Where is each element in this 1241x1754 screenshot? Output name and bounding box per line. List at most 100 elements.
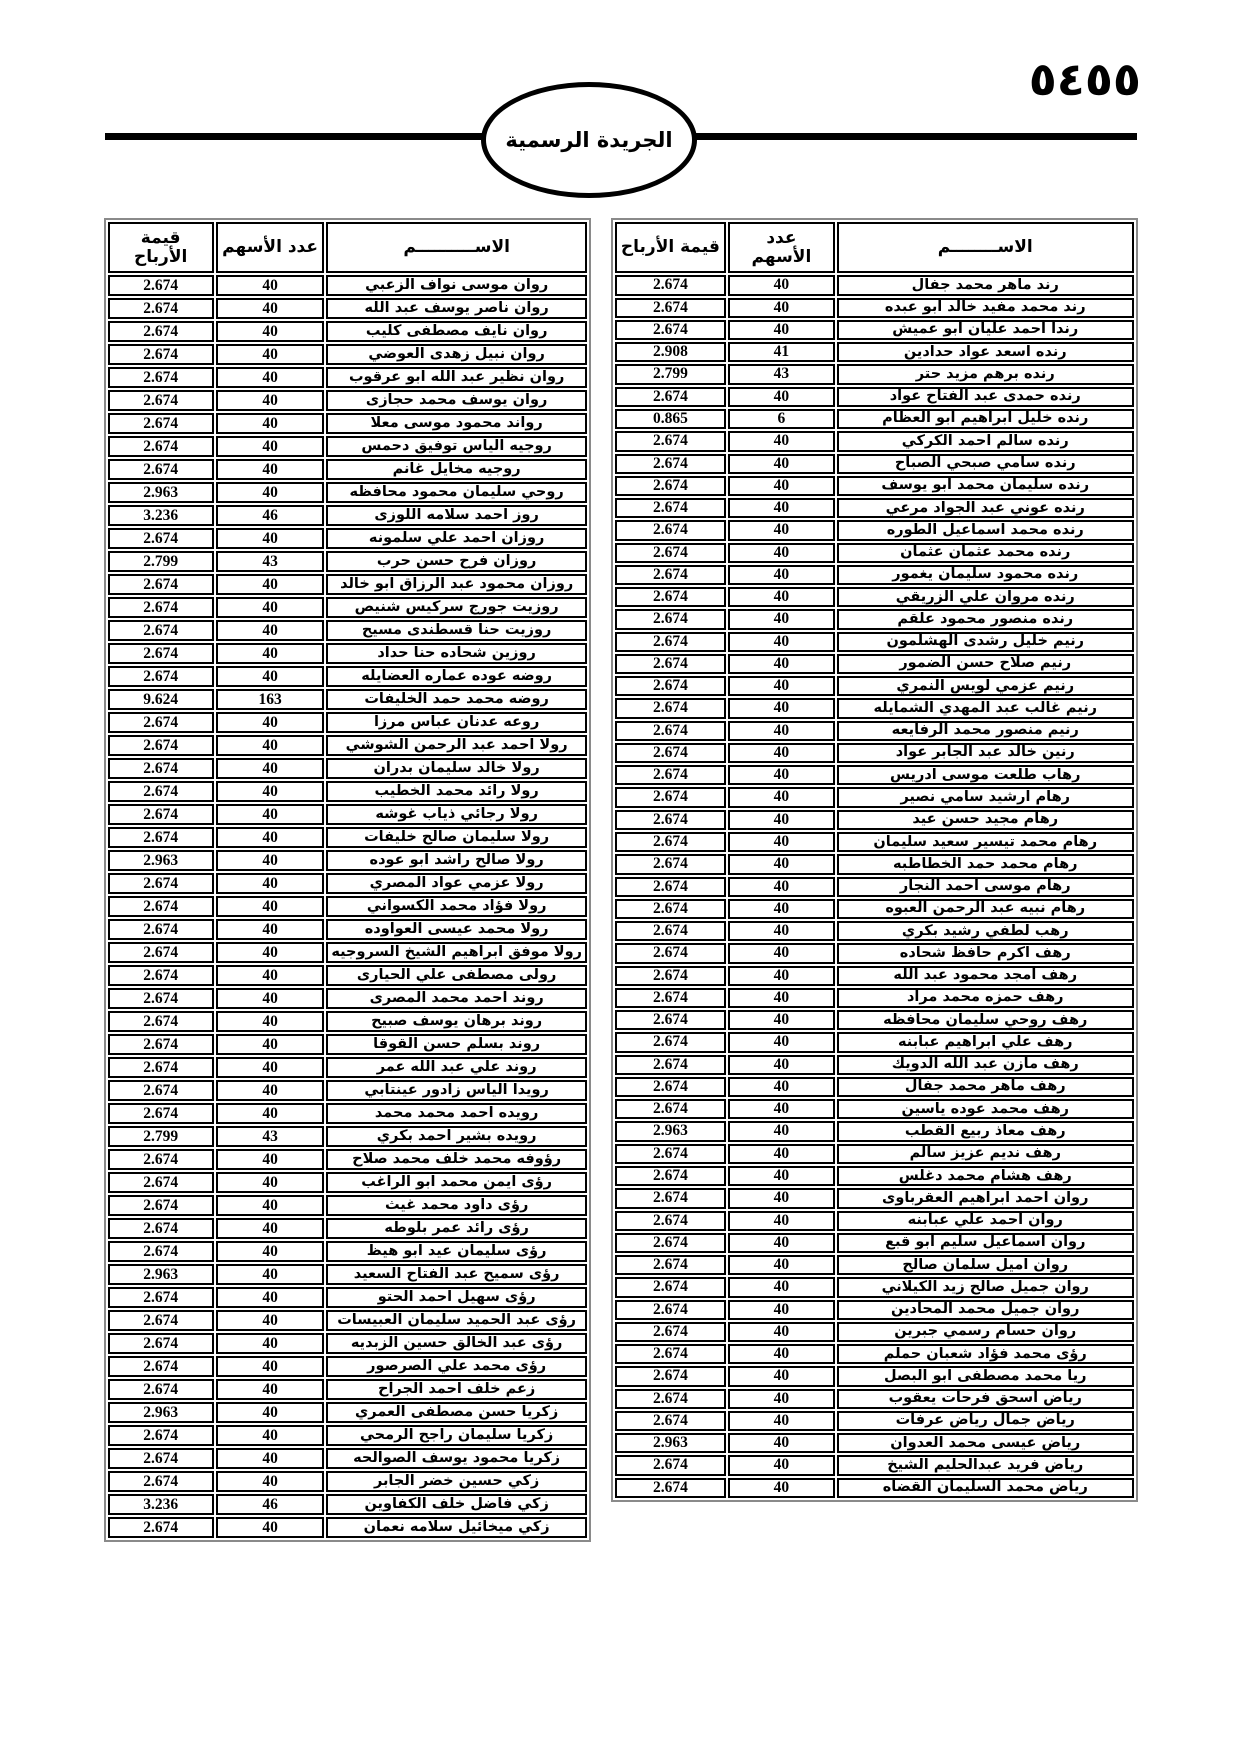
table-row: رياض جمال رياض عرفات 40 2.674	[614, 1410, 1134, 1432]
profit-cell: 2.674	[614, 542, 726, 563]
column-header-profit: قيمة الأرباح	[614, 222, 726, 274]
profit-cell: 2.674	[614, 809, 726, 831]
name-cell: روند علي عبد الله عمر	[326, 1057, 587, 1079]
name-cell: رهف معاذ ربيع القطب	[836, 1121, 1134, 1142]
name-cell: روحي سليمان محمود محافظه	[326, 482, 587, 504]
table-row: روان نبيل زهدى العوضي 40 2.674	[107, 344, 587, 366]
name-cell: رولا موفق ابراهيم الشيخ السروجيه	[326, 942, 587, 964]
name-cell: روان موسى نواف الزعبي	[326, 275, 587, 297]
profit-cell: 2.674	[107, 781, 214, 803]
shares-cell: 40	[727, 1255, 835, 1276]
profit-cell: 2.674	[614, 943, 726, 964]
profit-cell: 2.674	[614, 453, 726, 474]
table-row: زعم خلف احمد الجراح 40 2.674	[107, 1379, 587, 1401]
table-row: رولى مصطفى علي الحيارى 40 2.674	[107, 965, 587, 987]
table-row: روزان احمد علي سلمونه 40 2.674	[107, 528, 587, 550]
profit-cell: 2.674	[614, 1366, 726, 1387]
table-row: رؤى عبد الخالق حسين الزبديه 40 2.674	[107, 1333, 587, 1355]
table-row: رهف مازن عبد الله الدويك 40 2.674	[614, 1054, 1134, 1075]
name-cell: رؤى سليمان عيد ابو هيظ	[326, 1241, 587, 1263]
table-row: رولا خالد سليمان بدران 40 2.674	[107, 758, 587, 780]
name-cell: رهف نديم عزيز سالم	[836, 1143, 1134, 1164]
shares-cell: 40	[215, 1103, 325, 1125]
name-cell: زكريا حسن مصطفى العمري	[326, 1402, 587, 1424]
table-row: روزيت حنا قسطندى مسيح 40 2.674	[107, 620, 587, 642]
shares-cell: 40	[215, 413, 325, 435]
profit-cell: 2.963	[107, 1264, 214, 1286]
table-row: روزين شحاده حنا حداد 40 2.674	[107, 643, 587, 665]
name-cell: رولا صالح راشد ابو عوده	[326, 850, 587, 872]
table-row: روضه عوده عماره العضايله 40 2.674	[107, 666, 587, 688]
shares-cell: 40	[727, 1277, 835, 1298]
profit-cell: 2.674	[107, 574, 214, 596]
profit-cell: 2.674	[614, 297, 726, 318]
shares-cell: 40	[215, 1333, 325, 1355]
name-cell: رنده سليمان محمد ابو يوسف	[836, 475, 1134, 497]
shares-cell: 40	[727, 1032, 835, 1053]
table-row: روان اميل سلمان صالح 40 2.674	[614, 1255, 1134, 1276]
name-cell: رهب لطفي رشيد بكري	[836, 921, 1134, 942]
shares-cell: 40	[727, 921, 835, 942]
shares-cell: 40	[727, 1344, 835, 1365]
name-cell: زكي حسين خضر الجابر	[326, 1471, 587, 1493]
table-row: رولا احمد عبد الرحمن الشوشي 40 2.674	[107, 735, 587, 757]
profit-cell: 2.674	[107, 942, 214, 964]
name-cell: روان نايف مصطفى كليب	[326, 321, 587, 343]
profit-cell: 2.674	[614, 386, 726, 407]
profit-cell: 2.674	[614, 987, 726, 1009]
profit-cell: 2.674	[614, 275, 726, 296]
gazette-seal: الجريدة الرسمية	[481, 82, 697, 198]
name-cell: رند محمد مفيد خالد ابو عبده	[836, 297, 1134, 318]
table-row: رهام ارشيد سامي نصير 40 2.674	[614, 787, 1134, 808]
table-row: رهف محمد عوده ياسين 40 2.674	[614, 1099, 1134, 1120]
profit-cell: 2.674	[614, 564, 726, 586]
table-row: رهام موسى احمد النجار 40 2.674	[614, 876, 1134, 897]
profit-cell: 2.674	[107, 275, 214, 297]
profit-cell: 2.799	[107, 551, 214, 573]
table-row: رؤى ايمن محمد ابو الراغب 40 2.674	[107, 1172, 587, 1194]
table-row: رهف معاذ ربيع القطب 40 2.963	[614, 1121, 1134, 1142]
shares-cell: 40	[727, 1455, 835, 1476]
name-cell: رنيم منصور محمد الرفايعه	[836, 720, 1134, 741]
table-row: رولا صالح راشد ابو عوده 40 2.963	[107, 850, 587, 872]
shares-cell: 40	[215, 1310, 325, 1332]
table-row: رنده محمد عثمان عثمان 40 2.674	[614, 542, 1134, 563]
profit-cell: 2.674	[614, 921, 726, 942]
name-cell: رؤى محمد علي الصرصور	[326, 1356, 587, 1378]
name-cell: روان جميل صالح زيد الكيلاني	[836, 1277, 1134, 1298]
profit-cell: 2.674	[614, 1054, 726, 1075]
shares-cell: 40	[215, 758, 325, 780]
page-header: ٥٤٥٥ الجريدة الرسمية	[0, 0, 1241, 218]
name-cell: روز احمد سلامه اللوزى	[326, 505, 587, 527]
shares-cell: 40	[215, 735, 325, 757]
name-cell: روزان احمد علي سلمونه	[326, 528, 587, 550]
profit-cell: 2.674	[107, 1517, 214, 1539]
name-cell: رويدا الياس زادور عينتابي	[326, 1080, 587, 1102]
name-cell: رؤى ايمن محمد ابو الراغب	[326, 1172, 587, 1194]
name-cell: رويده بشير احمد بكري	[326, 1126, 587, 1148]
shares-cell: 40	[215, 942, 325, 964]
profit-cell: 2.674	[107, 298, 214, 320]
name-cell: زكي فاضل خلف الكفاوين	[326, 1494, 587, 1516]
name-cell: رنده خليل ابراهيم ابو العظام	[836, 408, 1134, 430]
shares-cell: 40	[727, 1099, 835, 1120]
shares-cell: 40	[215, 804, 325, 826]
shares-cell: 40	[215, 482, 325, 504]
shares-cell: 40	[727, 609, 835, 630]
name-cell: رنده برهم مزيد حتر	[836, 364, 1134, 385]
shares-cell: 40	[727, 1388, 835, 1409]
table-row: رهب لطفي رشيد بكري 40 2.674	[614, 921, 1134, 942]
table-row: رولا عزمي عواد المصري 40 2.674	[107, 873, 587, 895]
table-row: رنده مروان علي الزريقي 40 2.674	[614, 587, 1134, 608]
name-cell: روند احمد محمد المصرى	[326, 988, 587, 1010]
profit-cell: 2.674	[107, 1425, 214, 1447]
table-row: روند علي عبد الله عمر 40 2.674	[107, 1057, 587, 1079]
shares-cell: 40	[727, 676, 835, 697]
name-cell: رنده اسعد عواد حدادين	[836, 342, 1134, 363]
profit-cell: 2.908	[614, 342, 726, 363]
table-row: روان اسماعيل سليم ابو قبع 40 2.674	[614, 1232, 1134, 1254]
table-row: رياض اسحق فرحات يعقوب 40 2.674	[614, 1388, 1134, 1409]
table-row: روجيه مخايل غانم 40 2.674	[107, 459, 587, 481]
name-cell: رهاب طلعت موسى ادريس	[836, 765, 1134, 786]
profit-cell: 2.674	[614, 1032, 726, 1053]
